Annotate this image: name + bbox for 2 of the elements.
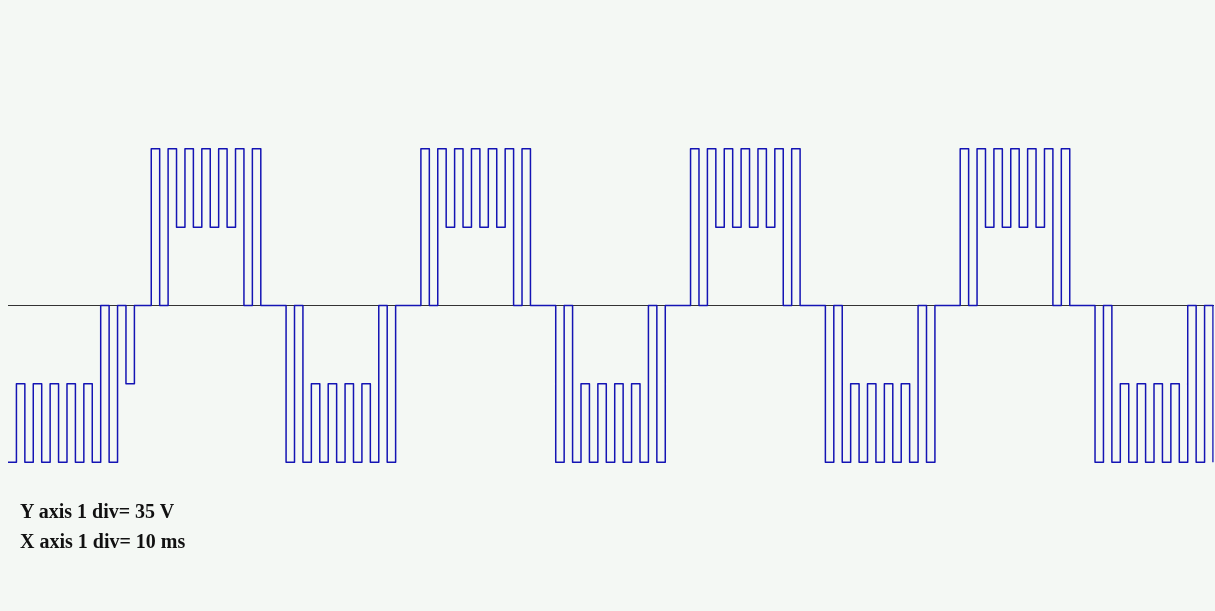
text: X axis 1 div= 10 ms xyxy=(20,530,186,552)
text: Y axis 1 div= 35 V xyxy=(20,500,175,522)
